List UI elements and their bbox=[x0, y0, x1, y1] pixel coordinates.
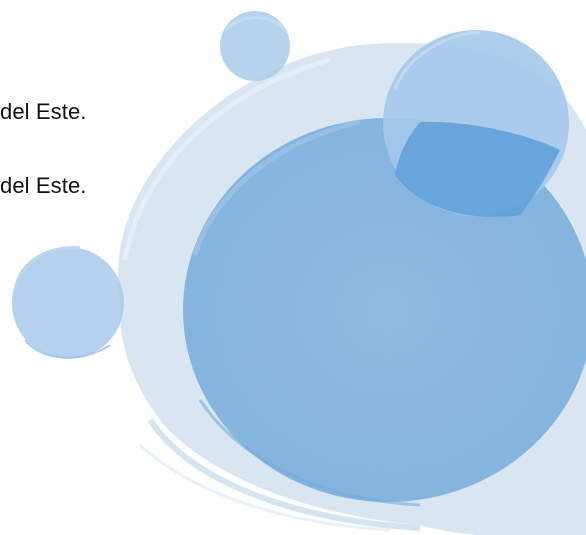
text-line-1: del Este. bbox=[0, 99, 87, 124]
top-right-circle bbox=[383, 30, 569, 217]
left-small-circle bbox=[12, 246, 124, 359]
small-top-circle bbox=[220, 11, 290, 81]
text-line-2: del Este. bbox=[0, 173, 87, 198]
